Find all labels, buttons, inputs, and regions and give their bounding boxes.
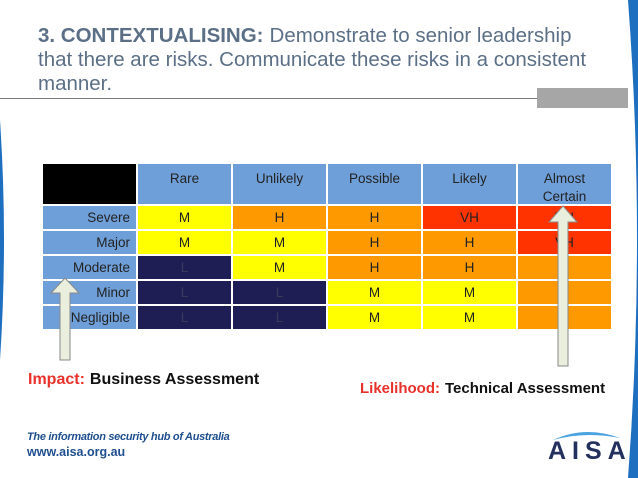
risk-cell: H <box>327 230 422 255</box>
risk-cell: H <box>422 255 517 280</box>
gray-box <box>537 88 628 108</box>
row-label: Moderate <box>42 255 137 280</box>
risk-cell: L <box>137 255 232 280</box>
title: 3. CONTEXTUALISING: Demonstrate to senior… <box>38 24 608 96</box>
risk-cell: H <box>232 205 327 230</box>
title-bold: 3. CONTEXTUALISING: <box>38 24 264 47</box>
row-label: Minor <box>42 280 137 305</box>
impact-text: Business Assessment <box>89 371 260 388</box>
risk-cell: M <box>422 305 517 330</box>
url: www.aisa.org.au <box>27 445 126 459</box>
risk-cell: L <box>232 280 327 305</box>
risk-cell: H <box>327 255 422 280</box>
title-text: Demonstrate to senior leadership that th… <box>38 24 587 95</box>
rule <box>0 98 540 99</box>
risk-cell: L <box>232 305 327 330</box>
corner-cell <box>42 163 137 205</box>
column-header: Possible <box>327 163 422 205</box>
risk-cell: M <box>422 280 517 305</box>
risk-cell: M <box>327 280 422 305</box>
row-label: Severe <box>42 205 137 230</box>
row-label: Negligible <box>42 305 137 330</box>
risk-cell: L <box>137 280 232 305</box>
likelihood-label: Likelihood: <box>360 380 440 397</box>
risk-cell: M <box>232 230 327 255</box>
risk-cell: M <box>232 255 327 280</box>
impact-label: Impact: <box>28 371 85 388</box>
risk-cell: M <box>137 230 232 255</box>
risk-cell: M <box>327 305 422 330</box>
likelihood-text: Technical Assessment <box>445 380 606 397</box>
column-header: Rare <box>137 163 232 205</box>
column-header: Almost Certain <box>517 163 612 205</box>
risk-cell: H <box>422 230 517 255</box>
risk-cell: M <box>137 205 232 230</box>
risk-cell: VH <box>422 205 517 230</box>
tagline: The information security hub of Australi… <box>27 431 230 443</box>
likelihood-caption: Likelihood: Technical Assessment <box>360 380 605 397</box>
column-header: Likely <box>422 163 517 205</box>
logo: AISA <box>548 437 632 465</box>
column-header: Unlikely <box>232 163 327 205</box>
row-label: Major <box>42 230 137 255</box>
impact-caption: Impact: Business Assessment <box>28 371 259 389</box>
risk-cell: H <box>327 205 422 230</box>
risk-cell: L <box>137 305 232 330</box>
